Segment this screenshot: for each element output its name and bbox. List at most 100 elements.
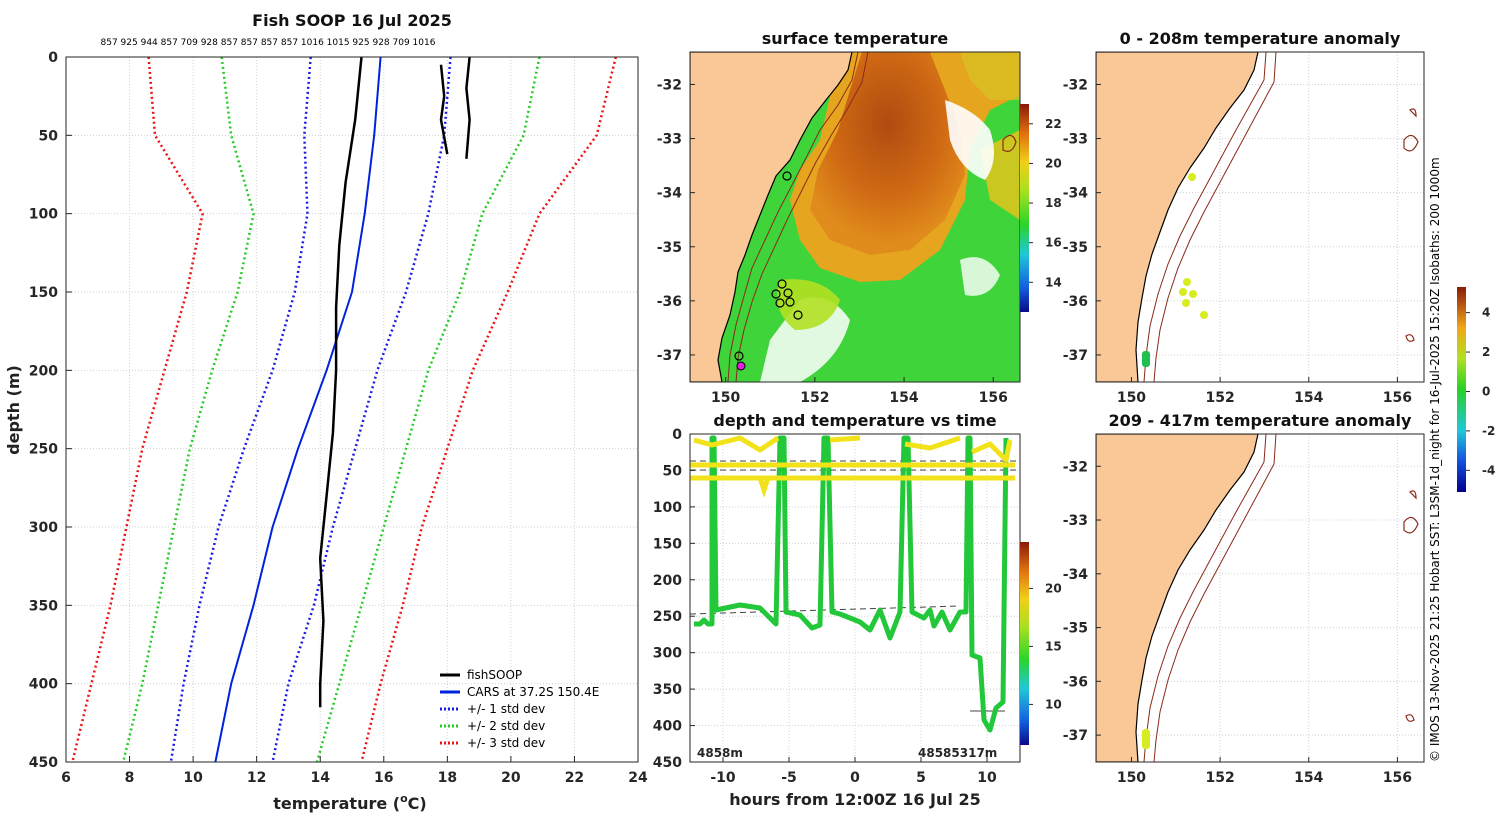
sst-position — [782, 171, 792, 181]
anom-top-frame — [1095, 51, 1425, 383]
time-colorbar — [1020, 542, 1029, 745]
colorbar-tick-label: -2 — [1482, 424, 1495, 438]
sst-position — [771, 289, 781, 299]
map-xtick-label: 152 — [1205, 770, 1234, 786]
anom-top-land — [1096, 52, 1259, 382]
profile-legend: fishSOOP CARS at 37.2S 150.4E +/- 1 std … — [440, 668, 599, 750]
anom-bottom-ticks: -32 -33 -34 -35 -36 -37 150 152 154 156 — [1063, 459, 1412, 786]
sst-isobath-1000 — [735, 52, 869, 382]
map-ytick-label: -32 — [1063, 459, 1088, 475]
legend-cars: CARS at 37.2S 150.4E — [467, 685, 599, 699]
profile-series--2-std-dev — [315, 56, 541, 763]
anom-top-point — [1200, 311, 1208, 319]
map-xtick-label: 154 — [1294, 770, 1323, 786]
anom-top-title: 0 - 208m temperature anomaly — [1120, 29, 1401, 48]
sst-warm-eddy — [777, 279, 840, 330]
sst-position-current — [736, 361, 746, 371]
sst-warm-ne — [960, 52, 1020, 100]
profile-ytick-label: 350 — [29, 598, 58, 614]
sst-ticks: -32 -33 -34 -35 -36 -37 150 152 154 156 — [657, 77, 1008, 406]
sst-cloud-1 — [945, 100, 994, 180]
profile-xtick-label: 22 — [565, 770, 584, 786]
time-xlabel: hours from 12:00Z 16 Jul 25 — [729, 790, 980, 809]
profile-ytick-label: 250 — [29, 442, 58, 458]
profile-ytick-label: 400 — [29, 677, 58, 693]
time-ytick-label: 350 — [653, 682, 682, 698]
sst-seamount-1 — [1002, 134, 1017, 152]
time-ytick-label: 400 — [653, 719, 682, 735]
anom-bottom-isobath-200 — [1143, 434, 1267, 762]
anom-bottom-isobath-1000 — [1153, 434, 1277, 762]
time-xtick-label: 0 — [850, 770, 860, 786]
sst-isobath-200 — [727, 52, 859, 382]
profile-lines — [71, 56, 618, 763]
time-ytick-label: 150 — [653, 536, 682, 552]
profile-xtick-label: 10 — [183, 770, 203, 786]
sst-position — [777, 279, 787, 289]
anom-top-point — [1189, 290, 1197, 298]
map-ytick-label: -32 — [657, 77, 682, 93]
side-note: © IMOS 13-Nov-2025 21:25 Hobart SST: L3S… — [1428, 157, 1442, 762]
time-ref-deep — [690, 605, 961, 615]
anom-bottom-frame — [1095, 433, 1425, 763]
map-xtick-label: 156 — [979, 390, 1008, 406]
anom-top-point — [1182, 299, 1190, 307]
time-yellow-trace — [690, 435, 1015, 481]
legend-fishsoop: fishSOOP — [467, 668, 522, 682]
colorbar-tick-label: 18 — [1045, 196, 1062, 210]
map-xtick-label: 156 — [1383, 390, 1412, 406]
anom-top-seamounts — [1403, 108, 1419, 342]
time-xtick-label: -10 — [710, 770, 736, 786]
anom-bottom-panel: 209 - 417m temperature anomaly -32 -33 -34… — [1063, 411, 1425, 786]
profile-xtick-label: 8 — [125, 770, 135, 786]
sst-position — [785, 297, 795, 307]
time-label-left: 4858m — [697, 746, 743, 760]
map-ytick-label: -32 — [1063, 77, 1088, 93]
map-ytick-label: -33 — [657, 132, 682, 148]
profile-xtick-label: 16 — [374, 770, 393, 786]
colorbar-tick-label: -4 — [1482, 463, 1495, 477]
colorbar-tick-label: 10 — [1045, 697, 1062, 711]
sst-position — [734, 351, 744, 361]
profile-ylabel: depth (m) — [4, 365, 23, 455]
sst-map — [690, 52, 1020, 382]
anom-top-isobath-1000 — [1153, 52, 1277, 382]
map-xtick-label: 150 — [1117, 390, 1146, 406]
anom-bottom-map — [1096, 434, 1424, 762]
colorbar-tick-label: 20 — [1045, 156, 1062, 170]
anom-bottom-title: 209 - 417m temperature anomaly — [1109, 411, 1412, 430]
profile-ytick-label: 300 — [29, 520, 58, 536]
sst-colorbar-ticks: 22 20 18 16 14 — [1029, 117, 1062, 289]
time-xtick-label: 5 — [916, 770, 926, 786]
sst-position — [793, 310, 803, 320]
colorbar-tick-label: 16 — [1045, 236, 1062, 250]
anom-top-map — [1096, 52, 1424, 382]
legend-3std: +/- 3 std dev — [467, 736, 545, 750]
profile-ytick-label: 150 — [29, 285, 58, 301]
profile-ytick-label: 100 — [29, 207, 58, 223]
anom-top-ticks: -32 -33 -34 -35 -36 -37 150 152 154 156 — [1063, 77, 1412, 406]
profile-xlabel: temperature (oC) — [273, 792, 426, 813]
profile-title: Fish SOOP 16 Jul 2025 — [252, 11, 452, 30]
anom-colorbar-ticks: 4 2 0 -2 -4 — [1466, 306, 1495, 477]
map-ytick-label: -34 — [657, 186, 683, 202]
map-xtick-label: 156 — [1383, 770, 1412, 786]
map-xtick-label: 150 — [1117, 770, 1146, 786]
profile-xtick-label: 6 — [61, 770, 71, 786]
sst-title: surface temperature — [762, 29, 949, 48]
profile-xtick-label: 18 — [438, 770, 457, 786]
colorbar-tick-label: 4 — [1482, 306, 1490, 320]
time-ytick-label: 300 — [653, 646, 682, 662]
time-ytick-label: 100 — [653, 500, 682, 516]
anom-top-isobath-200 — [1143, 52, 1267, 382]
anom-bottom-point-cluster — [1142, 729, 1150, 749]
time-traces — [690, 435, 1020, 733]
map-ytick-label: -36 — [657, 294, 682, 310]
map-xtick-label: 154 — [889, 390, 918, 406]
profile-series-cars-at-37-2s-150-4e — [214, 56, 382, 763]
sst-fishing-positions — [734, 171, 803, 371]
profile-ticks: 6 8 10 12 14 16 18 20 22 24 0 50 100 150 200 250 300 350 4… — [29, 50, 648, 786]
anom-top-point — [1188, 173, 1196, 181]
profile-axes-bg — [66, 57, 638, 762]
time-ytick-label: 0 — [672, 427, 682, 443]
